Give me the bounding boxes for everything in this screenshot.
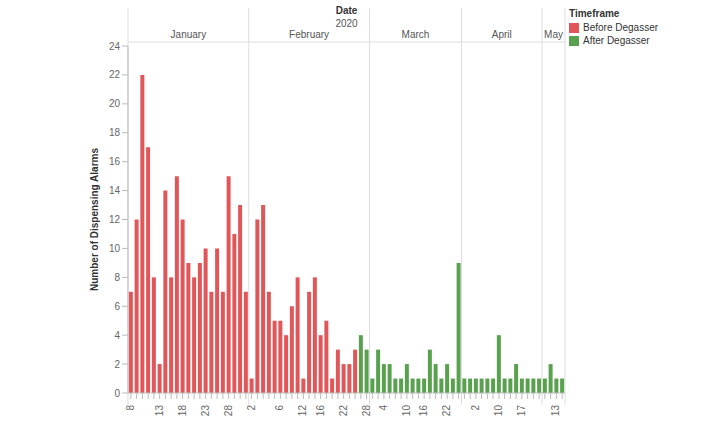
svg-text:14: 14 <box>109 185 121 196</box>
svg-text:13: 13 <box>154 405 165 417</box>
svg-text:6: 6 <box>274 405 285 411</box>
svg-text:2020: 2020 <box>335 18 358 29</box>
svg-text:18: 18 <box>109 127 121 138</box>
svg-text:22: 22 <box>441 405 452 417</box>
svg-text:13: 13 <box>550 405 561 417</box>
svg-text:0: 0 <box>114 388 120 399</box>
html-text:After Degasser: After Degasser <box>583 35 650 46</box>
svg-text:2: 2 <box>246 405 257 411</box>
html-text:Before Degasser: Before Degasser <box>583 22 658 33</box>
svg-text:8: 8 <box>114 272 120 283</box>
svg-text:Number of Dispensing Alarms: Number of Dispensing Alarms <box>89 148 100 291</box>
svg-text:23: 23 <box>200 405 211 417</box>
svg-text:12: 12 <box>109 214 121 225</box>
svg-text:February: February <box>289 29 329 40</box>
svg-text:20: 20 <box>109 98 121 109</box>
svg-text:10: 10 <box>401 405 412 417</box>
svg-text:May: May <box>544 29 563 40</box>
svg-text:10: 10 <box>109 243 121 254</box>
svg-text:Date: Date <box>336 5 358 16</box>
svg-text:28: 28 <box>223 405 234 417</box>
svg-text:6: 6 <box>114 301 120 312</box>
svg-text:4: 4 <box>378 405 389 411</box>
svg-text:10: 10 <box>493 405 504 417</box>
svg-text:22: 22 <box>109 69 121 80</box>
svg-text:28: 28 <box>361 405 372 417</box>
svg-text:2: 2 <box>470 405 481 411</box>
svg-text:January: January <box>171 29 207 40</box>
svg-text:24: 24 <box>109 41 121 52</box>
svg-text:2: 2 <box>114 359 120 370</box>
svg-text:March: March <box>402 29 430 40</box>
svg-text:16: 16 <box>418 405 429 417</box>
svg-text:16: 16 <box>109 156 121 167</box>
svg-text:17: 17 <box>516 405 527 417</box>
html-text:Timeframe: Timeframe <box>569 8 620 19</box>
svg-text:22: 22 <box>338 405 349 417</box>
svg-text:8: 8 <box>125 405 136 411</box>
svg-text:12: 12 <box>297 405 308 417</box>
svg-text:18: 18 <box>177 405 188 417</box>
svg-text:April: April <box>492 29 512 40</box>
svg-text:16: 16 <box>315 405 326 417</box>
svg-text:4: 4 <box>114 330 120 341</box>
